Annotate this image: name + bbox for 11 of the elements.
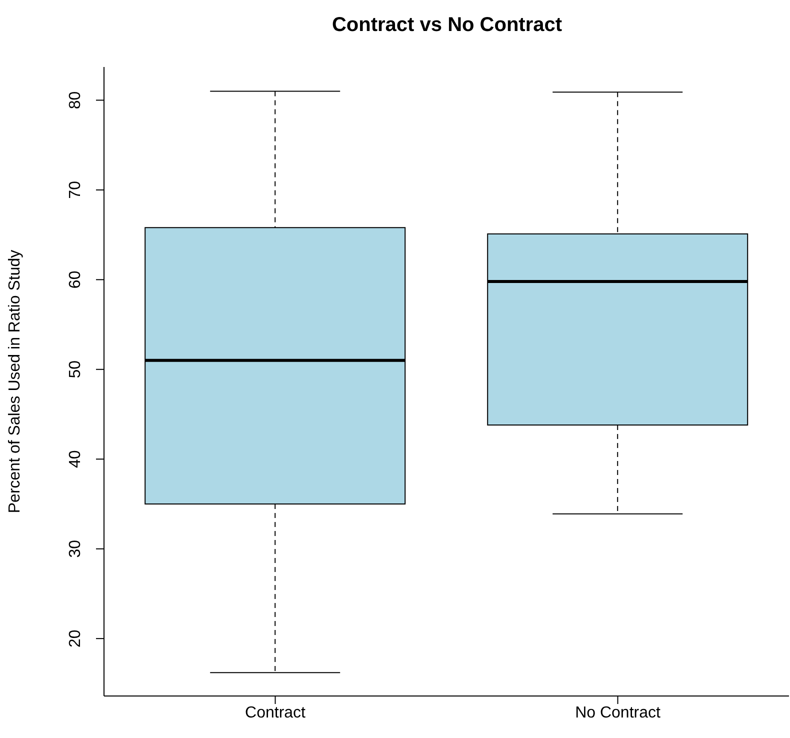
y-axis-title: Percent of Sales Used in Ratio Study	[6, 250, 24, 514]
y-tick-label: 30	[67, 540, 84, 558]
y-tick-label: 60	[67, 270, 84, 289]
y-tick-label: 70	[67, 180, 84, 199]
chart-title: Contract vs No Contract	[330, 14, 564, 37]
x-tick-label: No Contract	[575, 704, 661, 722]
x-tick-label: Contract	[245, 704, 306, 722]
y-tick-label: 20	[67, 630, 84, 648]
y-tick-label: 40	[67, 450, 84, 468]
y-tick-label: 50	[67, 360, 84, 378]
y-tick-label: 80	[67, 91, 84, 110]
